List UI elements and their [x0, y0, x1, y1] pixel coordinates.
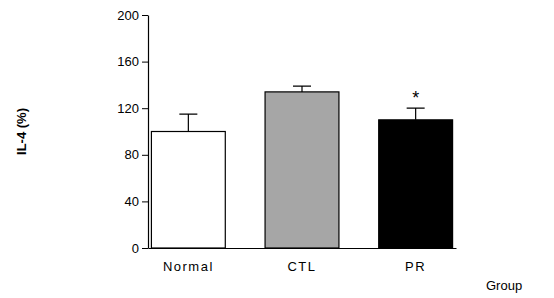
annotation: *	[412, 88, 419, 108]
y-tick-label: 40	[125, 194, 139, 209]
y-axis: 0 40 80 120 160 200	[117, 8, 148, 256]
y-tick-mark	[142, 248, 148, 249]
x-axis-line	[149, 248, 457, 249]
y-axis-line	[148, 16, 149, 249]
error-bar	[179, 114, 197, 131]
y-tick-label: 80	[125, 147, 139, 162]
y-tick-label: 160	[117, 54, 139, 69]
y-tick: 160	[117, 54, 148, 69]
error-bar	[407, 108, 425, 120]
x-axis-title: Group	[486, 278, 522, 293]
x-tick: Normal	[163, 248, 214, 274]
error-bar	[293, 86, 311, 92]
y-tick: 200	[117, 8, 148, 23]
chart: 0 40 80 120 160 200 Normal CTL PR IL-4 (%) Group *	[0, 0, 554, 298]
y-tick-mark	[142, 155, 148, 156]
bar	[151, 132, 225, 249]
y-tick-mark	[142, 62, 148, 63]
y-tick-mark	[142, 108, 148, 109]
y-tick: 80	[125, 147, 148, 162]
plot-area	[151, 86, 452, 248]
x-axis: Normal CTL PR	[149, 248, 457, 274]
bar	[265, 92, 339, 248]
x-tick-label: CTL	[287, 259, 316, 274]
x-tick: CTL	[287, 248, 316, 274]
y-tick-label: 0	[132, 241, 139, 256]
x-tick: PR	[405, 248, 426, 274]
y-axis-title: IL-4 (%)	[14, 108, 29, 155]
y-tick-label: 120	[117, 101, 139, 116]
bar	[379, 120, 453, 248]
y-tick-mark	[142, 15, 148, 16]
x-tick-label: PR	[405, 259, 426, 274]
x-tick-label: Normal	[163, 259, 214, 274]
y-tick: 120	[117, 101, 148, 116]
y-tick-label: 200	[117, 8, 139, 23]
y-tick: 40	[125, 194, 148, 209]
y-tick: 0	[132, 241, 148, 256]
y-tick-mark	[142, 201, 148, 202]
